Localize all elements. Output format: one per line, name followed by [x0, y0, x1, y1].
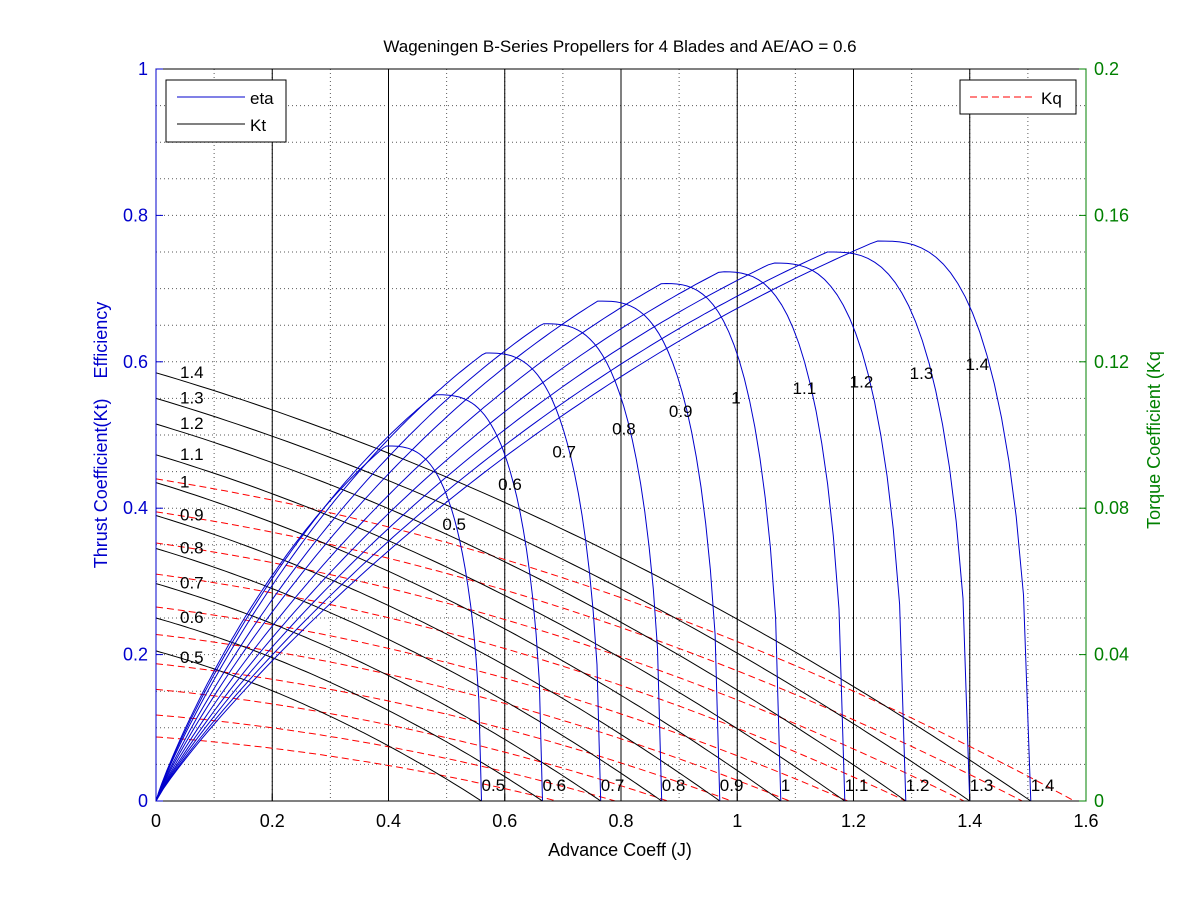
kt-curve-0.6	[155, 617, 543, 802]
x-tick-label: 0.2	[260, 811, 285, 831]
kt-label-0.7: 0.7	[180, 574, 204, 593]
kq-curve-0.6	[155, 714, 616, 802]
kq-curve-0.9	[155, 634, 790, 802]
kt-zero-label-0.5: 0.5	[482, 776, 506, 795]
eta-curve-0.7	[155, 352, 602, 802]
eta-label-1.2: 1.2	[850, 372, 874, 391]
kt-curve-1.1	[155, 454, 846, 802]
eta-label-0.8: 0.8	[612, 420, 636, 439]
kt-curve-0.8	[155, 548, 662, 802]
kq-curve-0.7	[155, 688, 668, 802]
kt-label-1.4: 1.4	[180, 363, 204, 382]
kt-zero-label-1: 1	[781, 776, 790, 795]
eta-label-0.5: 0.5	[442, 515, 466, 534]
x-tick-label: 1.2	[841, 811, 866, 831]
kq-curve-1.1	[155, 573, 907, 802]
y-right-tick-label: 0	[1094, 791, 1104, 811]
x-tick-label: 1	[732, 811, 742, 831]
eta-label-0.9: 0.9	[669, 402, 693, 421]
x-tick-label: 1.6	[1073, 811, 1098, 831]
chart-title: Wageningen B-Series Propellers for 4 Bla…	[383, 37, 856, 56]
y-left-tick-label: 0.6	[123, 352, 148, 372]
kt-curve-0.5	[155, 650, 482, 802]
kt-zero-label-0.6: 0.6	[543, 776, 567, 795]
y-left-tick-label: 0.4	[123, 498, 148, 518]
kt-curve-0.9	[155, 515, 721, 802]
y-right-tick-label: 0.12	[1094, 352, 1129, 372]
legend-kq-label: Kq	[1041, 89, 1062, 108]
kt-curve-1	[155, 482, 782, 802]
eta-curve-1.4	[155, 240, 1032, 802]
x-tick-label: 0	[151, 811, 161, 831]
kt-label-0.9: 0.9	[180, 506, 204, 525]
y-axis-left-label: Thrust Coefficient(Kt) Efficiency	[91, 302, 111, 568]
kt-label-0.8: 0.8	[180, 538, 204, 557]
kq-curve-1	[155, 606, 848, 802]
eta-label-1.4: 1.4	[965, 355, 989, 374]
y-right-tick-label: 0.2	[1094, 59, 1119, 79]
x-tick-label: 0.8	[608, 811, 633, 831]
vertical-reference-lines	[271, 69, 971, 801]
kt-curve-1.3	[155, 397, 970, 802]
y-right-tick-label: 0.08	[1094, 498, 1129, 518]
kt-label-0.5: 0.5	[180, 648, 204, 667]
eta-curves	[155, 240, 1032, 802]
kt-zero-label-1.2: 1.2	[906, 776, 930, 795]
eta-label-1.1: 1.1	[793, 379, 817, 398]
eta-curve-1.1	[155, 271, 846, 802]
kt-label-1.3: 1.3	[180, 388, 204, 407]
kt-zero-label-0.7: 0.7	[601, 776, 625, 795]
eta-curve-0.6	[155, 394, 543, 802]
kt-label-1.1: 1.1	[180, 445, 204, 464]
axes: 0 0.2 0.4 0.6 0.8 1 1.2 1.4 1.600.20.40.60.8100.…	[123, 59, 1129, 831]
y-right-tick-label: 0.16	[1094, 205, 1129, 225]
kq-curve-0.5	[155, 736, 558, 802]
x-axis-label: Advance Coeff (J)	[548, 840, 692, 860]
kt-curve-1.2	[155, 423, 907, 802]
x-tick-label: 1.4	[957, 811, 982, 831]
y-right-tick-label: 0.04	[1094, 645, 1129, 665]
eta-label-1: 1	[731, 388, 740, 407]
kt-label-1.2: 1.2	[180, 414, 204, 433]
kt-curves	[155, 372, 1032, 802]
kt-zero-label-1.4: 1.4	[1031, 776, 1055, 795]
eta-curve-1	[155, 282, 782, 802]
eta-label-0.6: 0.6	[498, 475, 522, 494]
kt-zero-label-1.3: 1.3	[970, 776, 994, 795]
eta-label-0.7: 0.7	[552, 443, 576, 462]
curve-labels: 0.5 0.5 0.5 0.6 0.6 0.6 0.7 0.7 0.7 0.8 0.8 0.8 0.9 0…	[180, 355, 1054, 795]
kt-curve-1.4	[155, 372, 1032, 802]
kt-curve-0.7	[155, 583, 601, 802]
kt-zero-label-0.9: 0.9	[720, 776, 744, 795]
kt-zero-label-1.1: 1.1	[845, 776, 869, 795]
kq-curve-1.2	[155, 542, 965, 802]
kt-label-1: 1	[180, 473, 189, 492]
eta-curve-0.8	[155, 323, 663, 802]
y-left-tick-label: 0.8	[123, 205, 148, 225]
x-tick-label: 0.6	[492, 811, 517, 831]
legend-left: eta Kt	[165, 79, 287, 143]
y-left-tick-label: 0	[138, 791, 148, 811]
eta-curve-1.2	[155, 262, 907, 802]
legend-right: Kq	[959, 79, 1077, 115]
x-tick-label: 0.4	[376, 811, 401, 831]
eta-curve-1.3	[155, 251, 971, 802]
legend-eta-label: eta	[250, 89, 274, 108]
eta-label-1.3: 1.3	[910, 364, 934, 383]
y-left-tick-label: 0.2	[123, 645, 148, 665]
kt-label-0.6: 0.6	[180, 608, 204, 627]
kt-zero-label-0.8: 0.8	[662, 776, 686, 795]
legend-left-box	[165, 79, 287, 143]
kq-curve-0.8	[155, 663, 732, 802]
y-left-tick-label: 1	[138, 59, 148, 79]
y-axis-right-label: Torque Coefficient (Kq	[1144, 351, 1164, 529]
legend-kt-label: Kt	[250, 116, 266, 135]
